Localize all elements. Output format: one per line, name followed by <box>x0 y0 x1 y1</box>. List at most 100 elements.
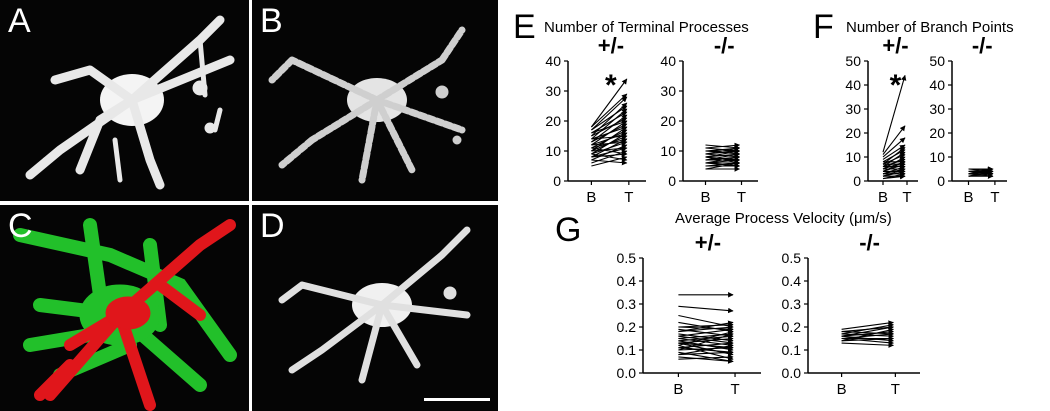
panel_e-right-y-tick-label: 20 <box>660 113 676 129</box>
panel-letter-b: B <box>260 2 283 40</box>
panel_e-right-pair-line <box>705 156 741 165</box>
panel_g-left-pair-line <box>678 305 734 314</box>
panel_g-right-pair-line <box>841 331 894 340</box>
panel_g-left-pair-line <box>678 335 734 346</box>
panel_e-left-pair-line <box>591 119 628 134</box>
panel_f-left-pair-line <box>882 125 906 155</box>
panel_e-left-pair-line <box>591 140 628 155</box>
panel_f-right-group-label: -/- <box>972 33 993 58</box>
panel_e-right-y-tick-label: 30 <box>660 83 676 99</box>
panel_e-left-x-tick-label: T <box>624 189 633 206</box>
panel_e-left-pair-line <box>590 78 628 128</box>
panel_e-left-pair-line <box>591 93 628 128</box>
micrograph-panel-b: B <box>252 0 498 201</box>
panel_g-left-pair-line <box>678 354 734 360</box>
panel_g-right-pair-line <box>841 342 894 348</box>
red-overlay <box>34 219 236 411</box>
micrograph-panel-c: C <box>0 205 249 411</box>
cell-overlay-image-c <box>13 218 237 411</box>
panel_g-right-pair-line <box>841 325 894 337</box>
panel_g-right-y-tick-label: 0.2 <box>782 319 802 335</box>
panel_f-left-group-label: +/- <box>882 33 908 58</box>
chart-letter-g: G <box>555 211 582 249</box>
panel_f-right-x-tick-label: B <box>963 189 973 206</box>
panel_f-left-y-tick-label: 20 <box>845 125 861 141</box>
panel-letter-d: D <box>260 207 285 245</box>
panel_f-left-y-tick-label: 50 <box>845 53 861 69</box>
panel_f-right-y-tick-label: 20 <box>929 125 945 141</box>
cell-image-a <box>25 15 235 190</box>
panel_g-left-pair-line <box>678 320 734 333</box>
panel_g-left-pair-line <box>678 324 734 333</box>
panel_f-right-pair-line <box>968 172 994 179</box>
panel_e-left-y-tick-label: 30 <box>545 83 561 99</box>
panel_g-left-y-tick-label: 0.5 <box>617 250 637 266</box>
panel_f-left-y-tick-label: 30 <box>845 101 861 117</box>
chart-title-f: Number of Branch Points <box>846 19 1014 36</box>
panel_g-left-pair-line <box>678 336 734 344</box>
panel_g-right-group-label: -/- <box>859 230 880 255</box>
panel_e-right-pair-line <box>705 153 741 160</box>
panel_e-right-y-tick-label: 10 <box>660 143 676 159</box>
panel_e-left-y-tick-label: 40 <box>545 53 561 69</box>
panel_g-right-y-tick-label: 0.0 <box>782 365 802 381</box>
panel_g-right-y-tick-label: 0.4 <box>782 273 802 289</box>
panel_e-left-pair-line <box>591 131 628 146</box>
panel_e-right-group-label: -/- <box>714 33 735 58</box>
panel_f-right-y-tick-label: 0 <box>937 173 945 189</box>
cell-image-d <box>278 226 471 384</box>
panel_e-left-pair-line <box>591 139 628 146</box>
panel_f-left-x-tick-label: T <box>902 189 911 206</box>
panel_e-left-pair-line <box>591 111 628 134</box>
panel_e-left-pair-line <box>591 133 628 140</box>
panel_f-right-y-tick-label: 10 <box>929 149 945 165</box>
panel_e-right-pair-line <box>705 150 741 157</box>
micrograph-panel-d: D <box>252 205 498 411</box>
panel_e-left-pair-line <box>591 153 628 162</box>
panel_g-left-y-tick-label: 0.2 <box>617 319 637 335</box>
chart-letter-f: F <box>813 8 834 46</box>
panel_g-right-y-tick-label: 0.3 <box>782 296 802 312</box>
chart-title-g: Average Process Velocity (μm/s) <box>675 210 892 227</box>
panel_g-left-pair-line <box>678 322 734 328</box>
panel_e-right-x-tick-label: T <box>737 189 746 206</box>
panel_g-right-pair-line <box>841 330 894 337</box>
panel_g-left-pair-line <box>678 356 734 364</box>
panel_f-right-y-tick-label: 30 <box>929 101 945 117</box>
panel_e-right-pair-line <box>705 144 741 151</box>
panel_g-right-y-tick-label: 0.1 <box>782 342 802 358</box>
panel-letter-c: C <box>8 207 33 245</box>
panel_e-left-x-tick-label: B <box>586 189 596 206</box>
panel_f-left-x-tick-label: B <box>878 189 888 206</box>
panel_g-left-pair-line <box>678 330 734 346</box>
cell-image-b <box>268 26 466 184</box>
panel_f-left-pair-line <box>882 154 906 165</box>
panel_g-left-group-label: +/- <box>695 230 721 255</box>
panel_g-left-x-tick-label: T <box>730 381 739 398</box>
panel_f-right-x-tick-label: T <box>990 189 999 206</box>
panel_e-left-pair-line <box>591 151 628 158</box>
panel_f-right-y-tick-label: 50 <box>929 53 945 69</box>
panel_e-left-pair-line <box>591 147 628 156</box>
panel_g-right-pair-line <box>841 329 894 337</box>
panel_e-right-y-tick-label: 40 <box>660 53 676 69</box>
panel_g-left-pair-line <box>678 345 734 351</box>
panel_g-right-x-tick-label: B <box>837 381 847 398</box>
panel_e-right-pair-line <box>705 147 741 154</box>
panel_g-left-pair-line <box>678 342 734 351</box>
chart-letter-e: E <box>513 8 536 46</box>
panel_g-left-pair-line <box>678 327 734 337</box>
panel_f-left-pair-line <box>882 149 906 163</box>
panel_f-left-significance-marker: * <box>890 69 902 102</box>
panel_g-left-y-tick-label: 0.4 <box>617 273 637 289</box>
panel_g-right-pair-line <box>841 320 894 330</box>
panel_e-left-y-tick-label: 0 <box>553 173 561 189</box>
panel_e-right-x-tick-label: B <box>700 189 710 206</box>
panel_e-left-y-tick-label: 10 <box>545 143 561 159</box>
panel_e-left-pair-line <box>591 105 628 131</box>
micrograph-panel-a: A <box>0 0 249 201</box>
panel_f-left-pair-line <box>882 137 906 158</box>
chart-title-e: Number of Terminal Processes <box>544 19 749 36</box>
panel_g-left-pair-line <box>678 349 734 356</box>
